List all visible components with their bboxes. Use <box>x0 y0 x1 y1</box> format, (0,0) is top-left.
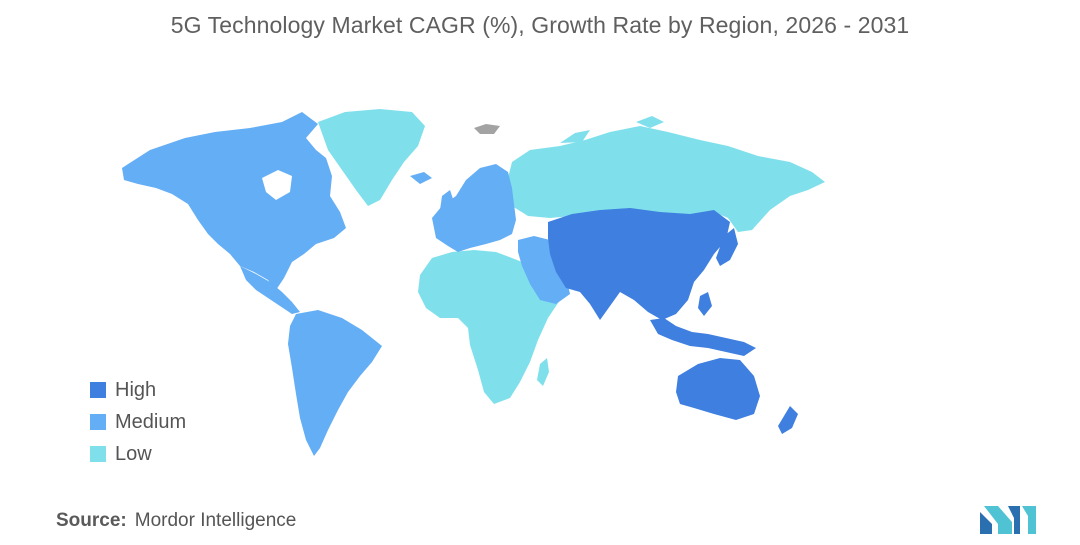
mordor-intelligence-logo-icon <box>980 506 1036 534</box>
africa-region <box>418 250 560 404</box>
hudson-bay <box>262 170 292 200</box>
region-group-low <box>318 109 825 404</box>
legend-item-medium: Medium <box>90 406 186 438</box>
philippines-region <box>698 292 712 316</box>
legend-label-high: High <box>115 378 157 401</box>
svalbard-region <box>474 124 500 134</box>
legend-label-medium: Medium <box>115 410 187 433</box>
north-america-region <box>122 112 346 290</box>
legend-swatch-low <box>90 446 106 462</box>
europe-region <box>432 164 516 252</box>
madagascar-region <box>537 358 549 386</box>
source-note: Source: Mordor Intelligence <box>56 510 296 532</box>
russia-arctic-islands <box>560 116 664 143</box>
southeast-asia-islands <box>650 318 756 356</box>
new-zealand-region <box>778 406 798 434</box>
map-title: 5G Technology Market CAGR (%), Growth Ra… <box>170 12 910 38</box>
central-america-region <box>240 266 300 314</box>
uk-region <box>440 190 454 214</box>
source-label: Source: <box>56 510 127 531</box>
asia-region <box>548 208 730 320</box>
legend-item-high: High <box>90 374 186 406</box>
legend-label-low: Low <box>115 442 152 465</box>
australia-region <box>676 358 760 420</box>
legend-swatch-high <box>90 382 106 398</box>
legend-swatch-medium <box>90 414 106 430</box>
south-america-region <box>288 310 382 456</box>
region-group-no-data <box>474 124 500 134</box>
source-text: Mordor Intelligence <box>134 510 297 531</box>
region-group-high <box>548 208 798 434</box>
russia-region <box>508 126 825 232</box>
iceland-region <box>410 172 432 184</box>
greenland-region <box>318 109 425 206</box>
legend-item-low: Low <box>90 438 186 470</box>
region-group-medium <box>122 112 570 456</box>
map-legend: High Medium Low <box>90 374 186 470</box>
japan-region <box>716 228 738 266</box>
